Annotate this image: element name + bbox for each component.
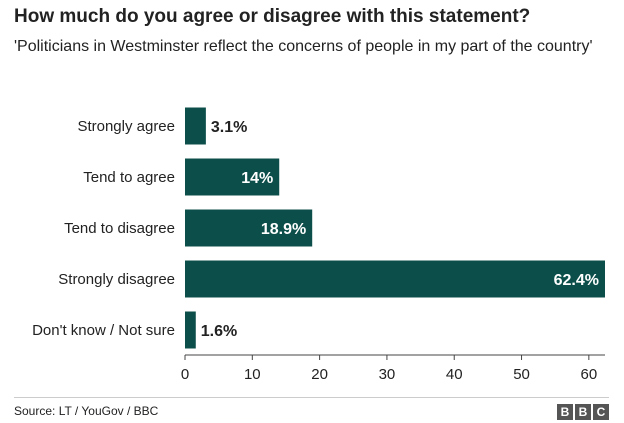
bar: [185, 260, 605, 298]
x-tick-label: 10: [244, 366, 261, 383]
category-label: Strongly disagree: [58, 271, 175, 288]
bar: [185, 209, 313, 247]
bbc-logo-letter-2: B: [575, 404, 591, 420]
source-note: Source: LT / YouGov / BBC: [14, 404, 159, 418]
bbc-logo: B B C: [557, 404, 609, 420]
category-label: Tend to disagree: [64, 220, 175, 237]
chart-title: How much do you agree or disagree with t…: [14, 6, 531, 27]
x-tick-label: 0: [181, 366, 189, 383]
category-label: Strongly agree: [77, 118, 175, 135]
value-label: 1.6%: [201, 323, 237, 340]
bar: [185, 158, 280, 196]
footer-divider: [14, 397, 609, 398]
value-label: 3.1%: [211, 119, 247, 136]
bar-chart: Strongly agree 3.1% Tend to agree 14% Tend t…: [32, 107, 605, 383]
category-label: Tend to agree: [83, 169, 175, 186]
bar: [185, 107, 206, 145]
value-label: 62.4%: [554, 272, 599, 289]
value-label: 18.9%: [261, 221, 306, 238]
x-tick-label: 30: [379, 366, 396, 383]
x-tick-label: 60: [581, 366, 598, 383]
x-tick-label: 20: [311, 366, 328, 383]
category-label: Don't know / Not sure: [32, 322, 175, 339]
bbc-logo-letter-3: C: [593, 404, 609, 420]
bbc-logo-letter-1: B: [557, 404, 573, 420]
x-tick-label: 40: [446, 366, 463, 383]
bar: [185, 311, 196, 349]
value-label: 14%: [241, 170, 273, 187]
chart-subtitle: 'Politicians in Westminster reflect the …: [14, 38, 593, 55]
x-tick-label: 50: [513, 366, 530, 383]
